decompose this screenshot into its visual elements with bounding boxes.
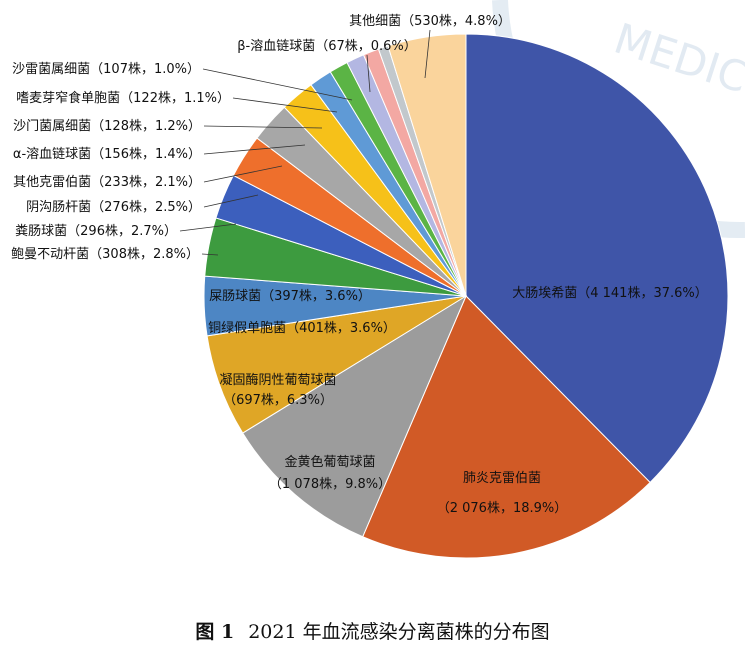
slice-label-8: 阴沟肠杆菌（276株，2.5%） [26,200,201,215]
leader-line-13 [202,68,353,101]
slice-label-12: 嗜麦芽窄食单胞菌（122株，1.1%） [16,90,230,106]
slice-labels: 大肠埃希菌（4 141株，37.6%） 肺炎克雷伯菌（2 076株，18.9%） 金… [11,14,708,516]
slice-label-4: 铜绿假单胞菌（401株，3.6%） [208,321,396,336]
pie-slices [203,33,729,559]
pie-slice-2 [242,294,468,538]
slice-label-3: 凝固酶阴性葡萄球菌（697株，6.3%） [219,372,336,408]
leader-lines [179,29,431,256]
leader-line-6 [201,253,219,256]
leader-line-7 [179,223,237,232]
pie-slice-1 [362,295,651,559]
pie-slice-0 [465,33,729,484]
slice-label-6: 鲍曼不动杆菌（308株，2.8%） [11,247,199,262]
slice-label-7: 粪肠球菌（296株，2.7%） [15,224,177,239]
leader-line-8 [203,194,259,208]
slice-label-15: 其他细菌（530株，4.8%） [349,14,511,29]
slice-label-10: α-溶血链球菌（156株，1.4%） [13,147,201,162]
leader-line-11 [203,125,323,129]
slice-label-14: β-溶血链球菌（67株，0.6%） [237,39,417,54]
slice-label-2: 金黄色葡萄球菌（1 078株，9.8%） [269,454,391,492]
slice-label-0: 大肠埃希菌（4 141株，37.6%） [512,286,708,301]
figure-number: 图 1 [195,621,235,643]
leader-line-15 [424,29,431,79]
pie-chart: 大肠埃希菌（4 141株，37.6%） 肺炎克雷伯菌（2 076株，18.9%） 金… [11,14,729,559]
slice-label-5: 屎肠球菌（397株，3.6%） [209,289,371,304]
leader-line-12 [232,97,338,113]
slice-label-1: 肺炎克雷伯菌（2 076株，18.9%） [437,471,568,516]
figure-caption-text: 2021 年血流感染分离菌株的分布图 [248,621,550,643]
slice-label-13: 沙雷菌属细菌（107株，1.0%） [12,62,200,77]
slice-label-11: 沙门菌属细菌（128株，1.2%） [13,119,201,134]
leader-line-9 [203,165,283,183]
leader-line-14 [366,54,371,93]
slice-label-9: 其他克雷伯菌（233株，2.1%） [13,175,201,190]
pie-slice-15 [387,33,467,297]
leader-line-10 [203,144,306,155]
figure-caption: 图 1 2021 年血流感染分离菌株的分布图 [0,617,745,644]
